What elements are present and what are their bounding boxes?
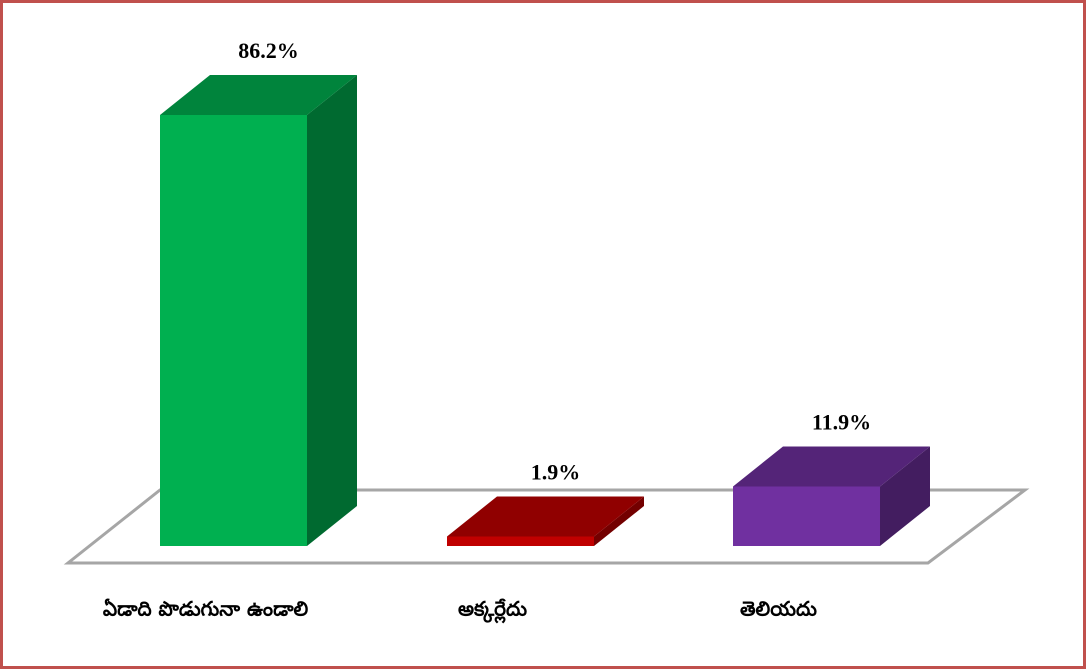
bar bbox=[160, 115, 307, 546]
category-label: ఏడాది పొడుగునా ఉండాలి bbox=[103, 597, 309, 621]
bar-side bbox=[594, 496, 644, 546]
bar-top bbox=[447, 496, 644, 537]
bar-side bbox=[880, 446, 930, 546]
value-label: 1.9% bbox=[531, 460, 581, 485]
value-label: 11.9% bbox=[812, 410, 871, 435]
bar-top bbox=[160, 75, 357, 115]
bar bbox=[733, 486, 880, 546]
bar-side bbox=[307, 75, 357, 546]
category-label: తెలియదు bbox=[740, 597, 817, 621]
bar bbox=[447, 536, 594, 546]
bar-top bbox=[733, 446, 930, 487]
category-label: అక్కర్లేదు bbox=[458, 597, 527, 624]
value-label: 86.2% bbox=[238, 38, 299, 63]
